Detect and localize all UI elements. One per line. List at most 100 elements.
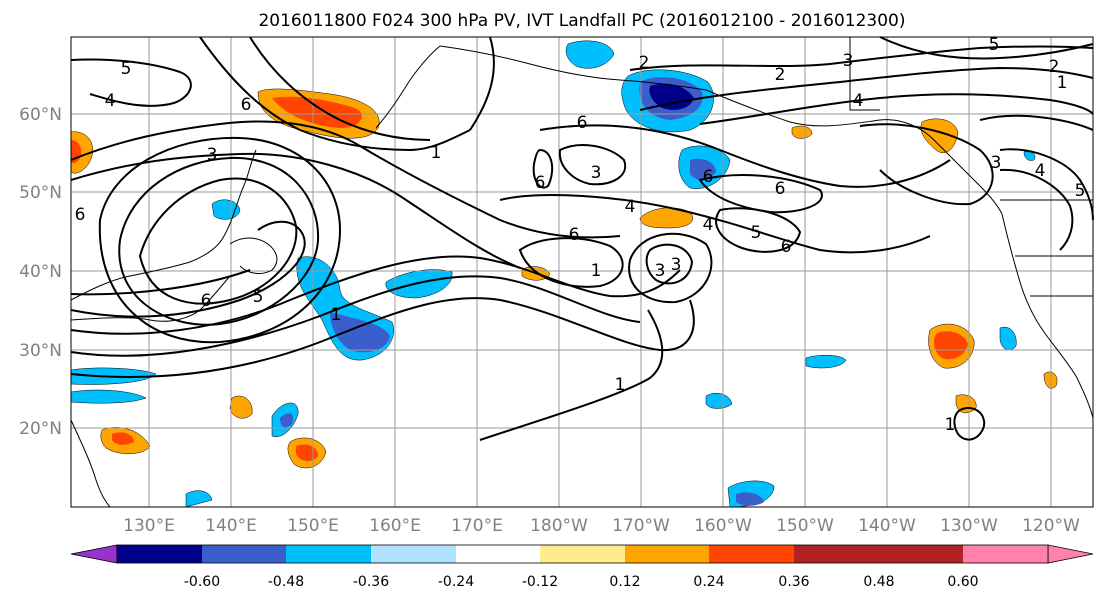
- map-frame: [70, 36, 1094, 508]
- longitude-labels: 130°E 140°E 150°E 160°E 170°E 180°W 170°…: [123, 516, 1080, 536]
- shade-blob: [639, 207, 693, 229]
- contour-line: [70, 269, 251, 296]
- coastline: [705, 89, 1003, 215]
- colorbar-extend-min: [70, 544, 118, 564]
- contour-line: [715, 207, 802, 253]
- lon-label: 130°E: [123, 516, 175, 536]
- contour-line: [859, 123, 994, 206]
- contour-label: 4: [853, 91, 864, 111]
- coastline: [229, 237, 278, 274]
- map-title: 2016011800 F024 300 hPa PV, IVT Landfall…: [258, 11, 905, 31]
- contour-label: 3: [207, 145, 218, 165]
- contour-label: 5: [253, 287, 264, 307]
- colorbar-tick-label: 0.24: [693, 574, 724, 590]
- colorbar-outline: [116, 544, 1049, 564]
- contour-label: 5: [1075, 181, 1086, 201]
- contour-line: [518, 237, 624, 288]
- coastline: [375, 45, 441, 129]
- contour-line: [628, 232, 713, 304]
- contour-label: 1: [331, 305, 342, 325]
- lat-label: 20°N: [19, 419, 62, 439]
- contour-line: [558, 144, 627, 186]
- colorbar-swatch: [963, 545, 1048, 563]
- lon-label: 150°E: [287, 516, 339, 536]
- contour-line: [479, 309, 664, 441]
- colorbar-extend-max: [1047, 544, 1094, 564]
- shade-blob: [112, 432, 134, 445]
- contour-line: [879, 36, 1094, 60]
- contour-label: 1: [945, 415, 956, 435]
- contour-line: [499, 194, 931, 254]
- shade-blob: [805, 355, 847, 369]
- contour-labels: 5 4 6 3 6 6 1 6 3 4 6 1 6 3 3 2 2 3 4 6 …: [75, 35, 1086, 435]
- coastline: [1001, 213, 1094, 419]
- map-background: [71, 37, 1093, 507]
- contour-label: 5: [121, 59, 132, 79]
- contour-label: 6: [781, 237, 792, 257]
- shade-blob: [736, 492, 764, 506]
- lon-label: 180°W: [530, 516, 588, 536]
- contour-line: [70, 255, 681, 335]
- lat-label: 50°N: [19, 183, 62, 203]
- coastlines: [70, 37, 1094, 508]
- contour-label: 4: [105, 91, 116, 111]
- contour-label: 6: [535, 173, 546, 193]
- contour-line: [532, 148, 554, 189]
- shade-blob: [70, 389, 147, 404]
- colorbar-swatch: [794, 545, 879, 563]
- colorbar-swatch: [117, 545, 202, 563]
- contour-line: [70, 275, 641, 357]
- lon-label: 160°W: [694, 516, 752, 536]
- contour-line: [70, 152, 521, 269]
- map-panel: 5 4 6 3 6 6 1 6 3 4 6 1 6 3 3 2 2 3 4 6 …: [70, 35, 1094, 508]
- shade-blob: [649, 83, 694, 110]
- contour-line: [639, 66, 1094, 111]
- colorbar-tick-label: -0.36: [353, 574, 389, 590]
- contour-label: 3: [591, 163, 602, 183]
- shade-blob: [999, 326, 1017, 351]
- colorbar-tick-label: 0.60: [947, 574, 978, 590]
- contour-label: 3: [655, 261, 666, 281]
- lon-label: 120°W: [1022, 516, 1080, 536]
- contour-label: 6: [775, 179, 786, 199]
- colorbar-tick-label: 0.36: [778, 574, 809, 590]
- lon-label: 130°W: [940, 516, 998, 536]
- coastline: [70, 149, 257, 301]
- colorbar: -0.60 -0.48 -0.36 -0.24 -0.12 0.12 0.24 …: [70, 544, 1094, 590]
- contour-line: [98, 136, 342, 344]
- contour-line: [699, 93, 1094, 125]
- shade-blob: [705, 393, 733, 409]
- colorbar-swatch: [202, 545, 286, 563]
- colorbar-swatch: [540, 545, 625, 563]
- contour-line: [645, 243, 694, 285]
- contour-label: 6: [201, 291, 212, 311]
- contour-line: [539, 124, 951, 188]
- colorbar-swatch: [286, 545, 371, 563]
- shade-blob: [330, 312, 390, 353]
- colorbar-tick-label: 0.12: [609, 574, 640, 590]
- shade-blob: [565, 40, 615, 69]
- contour-label: 4: [625, 197, 636, 217]
- lon-label: 150°W: [776, 516, 834, 536]
- shade-blob: [690, 158, 716, 180]
- colorbar-tick-label: -0.12: [522, 574, 558, 590]
- contour-label: 1: [591, 261, 602, 281]
- lat-label: 30°N: [19, 341, 62, 361]
- contour-label: 6: [241, 95, 252, 115]
- contour-label: 5: [751, 223, 762, 243]
- contour-label: 6: [577, 113, 588, 133]
- lat-label: 40°N: [19, 262, 62, 282]
- contour-line: [469, 36, 495, 131]
- contour-label: 6: [75, 205, 86, 225]
- contour-line: [698, 174, 823, 214]
- lon-label: 140°E: [205, 516, 257, 536]
- shade-blob: [185, 490, 213, 508]
- contour-line: [199, 36, 471, 152]
- contour-label: 2: [1049, 57, 1060, 77]
- contour-line: [979, 114, 1094, 131]
- colorbar-tick-label: -0.48: [268, 574, 304, 590]
- shade-blob: [791, 125, 813, 139]
- contour-label: 3: [991, 153, 1002, 173]
- contour-label: 4: [703, 215, 714, 235]
